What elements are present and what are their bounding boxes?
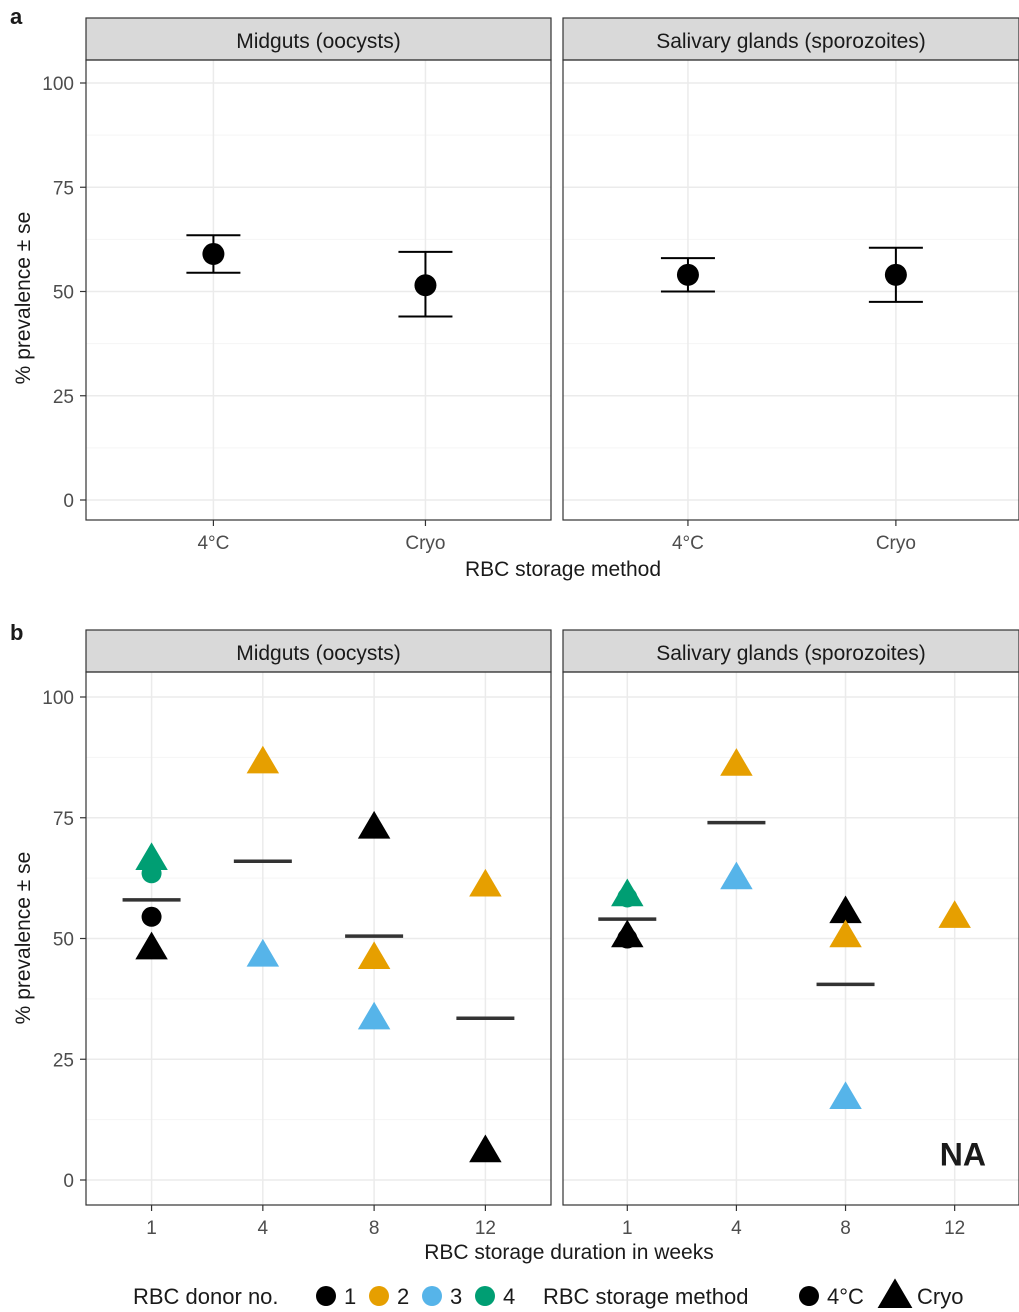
chart-b: Midguts (oocysts) Salivary glands (sporoz… <box>12 629 1019 1264</box>
legend-donor-label: 4 <box>503 1284 515 1309</box>
panel-border <box>85 59 552 521</box>
legend-donor-label: 3 <box>450 1284 462 1309</box>
legend-donor-swatch <box>369 1286 389 1306</box>
na-annotation: NA <box>940 1137 986 1173</box>
y-tick-label: 50 <box>53 283 74 304</box>
facet-strip-label: Midguts (oocysts) <box>236 642 401 665</box>
legend-method-triangle-swatch <box>877 1278 913 1308</box>
x-tick-label: 1 <box>146 1218 157 1239</box>
facet-strip <box>562 629 1019 673</box>
y-tick-label: 100 <box>42 74 74 95</box>
x-tick-label: 12 <box>944 1218 965 1239</box>
legend-method-label: 4°C <box>827 1284 864 1309</box>
x-tick-label: 4 <box>731 1218 742 1239</box>
mean-point <box>202 242 225 265</box>
legend-donor-label: 1 <box>344 1284 356 1309</box>
y-tick-label: 100 <box>42 688 74 709</box>
data-point-cryo-triangle <box>720 748 753 776</box>
data-point-cryo-triangle <box>246 938 280 967</box>
x-tick-label: 8 <box>369 1218 380 1239</box>
data-point-cryo-triangle <box>829 919 862 948</box>
y-tick-label: 75 <box>53 178 74 199</box>
data-point-cryo-triangle <box>246 745 280 774</box>
data-point-4c-circle <box>141 906 162 927</box>
data-point-cryo-triangle <box>135 931 168 960</box>
x-tick-label: 4°C <box>197 533 229 554</box>
mean-point <box>414 274 437 297</box>
x-tick-label: Cryo <box>405 533 445 554</box>
data-point-cryo-triangle <box>611 919 644 948</box>
data-point-4c-circle <box>141 863 162 884</box>
x-tick-label: 4 <box>258 1218 269 1239</box>
y-tick-label: 0 <box>63 491 74 512</box>
facet-strip-label: Salivary glands (sporozoites) <box>656 642 926 665</box>
x-tick-label: 4°C <box>672 533 704 554</box>
data-point-4c-circle <box>617 887 638 908</box>
legend-method-title: RBC storage method <box>543 1284 748 1309</box>
chart-a: Midguts (oocysts) Salivary glands (sporoz… <box>12 17 1019 581</box>
data-point-cryo-triangle <box>720 861 753 890</box>
y-tick-label: 25 <box>53 387 74 408</box>
data-point-cryo-triangle <box>357 941 391 969</box>
panel-b-label: b <box>10 620 23 645</box>
chart-a-y-axis-title: % prevalence ± se <box>12 212 35 385</box>
legend-donor-swatch <box>316 1286 336 1306</box>
mean-point <box>676 263 699 286</box>
panel-border <box>562 671 1019 1206</box>
x-tick-label: 8 <box>840 1218 851 1239</box>
data-point-cryo-triangle <box>938 900 971 928</box>
data-point-cryo-triangle <box>357 1001 391 1030</box>
chart-b-y-axis-title: % prevalence ± se <box>12 852 35 1025</box>
y-tick-label: 50 <box>53 930 74 951</box>
panel-border <box>562 59 1019 521</box>
y-tick-label: 0 <box>63 1171 74 1192</box>
x-tick-label: 12 <box>475 1218 496 1239</box>
chart-b-x-axis-title: RBC storage duration in weeks <box>424 1241 713 1264</box>
data-point-cryo-triangle <box>829 895 862 924</box>
y-tick-label: 75 <box>53 809 74 830</box>
legend: RBC donor no. 1 2 3 4 RBC storage method 4°… <box>133 1278 963 1309</box>
x-tick-label: 1 <box>622 1218 633 1239</box>
facet-strip-label: Salivary glands (sporozoites) <box>656 30 926 53</box>
facet-strip-label: Midguts (oocysts) <box>236 30 401 53</box>
data-point-cryo-triangle <box>357 810 391 839</box>
x-tick-label: Cryo <box>876 533 916 554</box>
legend-donor-swatch <box>422 1286 442 1306</box>
data-point-cryo-triangle <box>135 842 168 870</box>
mean-point <box>884 263 907 286</box>
legend-donor-swatch <box>475 1286 495 1306</box>
y-tick-label: 25 <box>53 1050 74 1071</box>
legend-donor-title: RBC donor no. <box>133 1284 279 1309</box>
data-point-cryo-triangle <box>469 868 502 897</box>
data-point-cryo-triangle <box>469 1134 502 1163</box>
legend-method-label: Cryo <box>917 1284 963 1309</box>
chart-a-x-axis-title: RBC storage method <box>465 558 661 581</box>
panel-a-label: a <box>10 4 23 29</box>
legend-method-circle-swatch <box>799 1286 819 1306</box>
facet-strip <box>85 629 552 673</box>
legend-donor-label: 2 <box>397 1284 409 1309</box>
data-point-cryo-triangle <box>829 1081 862 1110</box>
